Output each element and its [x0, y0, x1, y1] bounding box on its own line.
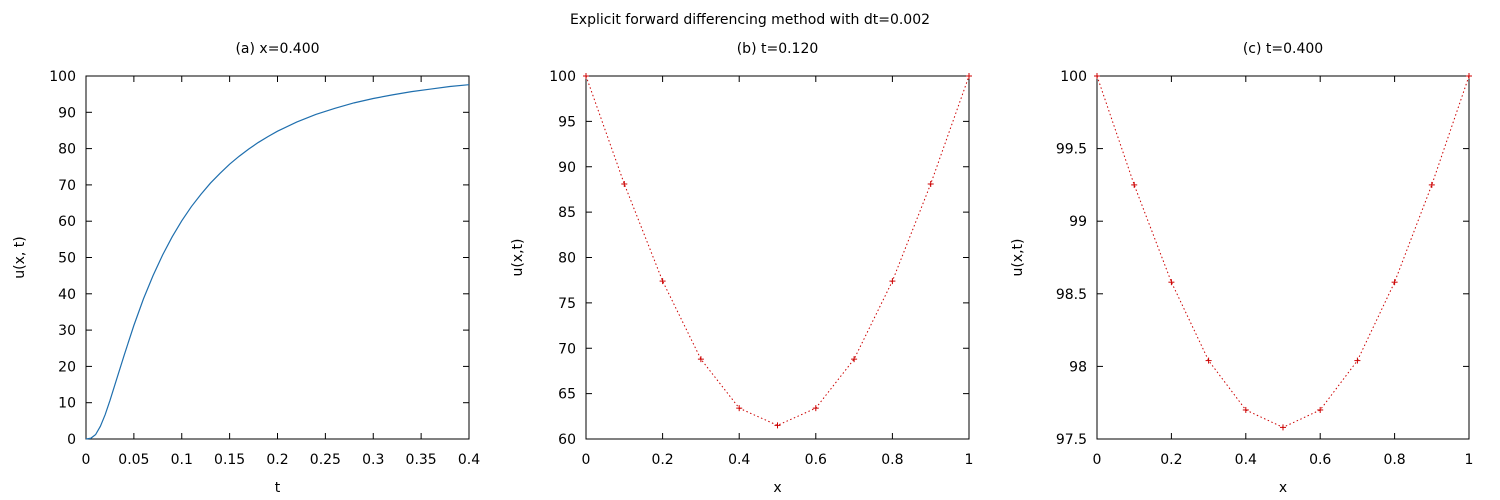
y-tick-label: 20: [58, 359, 76, 375]
x-tick-label: 0.35: [406, 452, 437, 468]
y-tick-label: 100: [49, 69, 76, 85]
x-tick-label: 0.8: [1383, 452, 1405, 468]
x-axis-label: t: [275, 480, 281, 496]
panels: (a) x=0.400 0 0.05 0.1 0.15 0.2 0.25 0.3 0.35 0.4…: [12, 41, 1473, 496]
data-point: [774, 422, 781, 429]
y-tick-label: 70: [58, 178, 76, 194]
y-tick-label: 90: [558, 160, 576, 176]
x-tick-label: 0.2: [651, 452, 673, 468]
y-tick-label: 99: [1069, 214, 1087, 230]
y-tick-label: 65: [558, 387, 576, 403]
data-point: [1168, 279, 1175, 286]
data-point: [851, 356, 858, 363]
y-tick-label: 90: [58, 105, 76, 121]
x-tick-label: 0.1: [171, 452, 193, 468]
series-line: [1096, 75, 1470, 428]
x-tick-label: 1: [1465, 452, 1474, 468]
data-point: [1466, 73, 1472, 79]
chart-panel-a: (a) x=0.400 0 0.05 0.1 0.15 0.2 0.25 0.3 0.35 0.4…: [12, 41, 480, 496]
x-tick-label: 0: [582, 452, 591, 468]
chart-title: (c) t=0.400: [1243, 41, 1323, 57]
y-tick-label: 60: [558, 432, 576, 448]
y-tick-label: 60: [58, 214, 76, 230]
x-tick-label: 0.3: [362, 452, 384, 468]
x-tick-label: 0.4: [1235, 452, 1257, 468]
y-axis-label: u(x,t): [510, 238, 526, 276]
data-point: [621, 180, 628, 187]
data-point: [966, 73, 972, 79]
x-tick-label: 0: [1093, 452, 1102, 468]
data-point: [1280, 424, 1286, 431]
data-point: [697, 356, 704, 363]
data-point: [1094, 73, 1100, 79]
figure-title: Explicit forward differencing method wit…: [570, 12, 930, 28]
y-tick-label: 98.5: [1056, 287, 1087, 303]
data-point: [583, 73, 589, 79]
data-point: [1242, 406, 1249, 413]
y-tick-label: 98: [1069, 359, 1087, 375]
x-tick-label: 0.6: [805, 452, 827, 468]
x-tick-label: 0: [82, 452, 91, 468]
data-point: [1391, 279, 1398, 286]
series-line: [85, 84, 470, 440]
y-tick-label: 50: [58, 251, 76, 267]
data-point: [1131, 181, 1138, 188]
x-tick-label: 0.25: [310, 452, 341, 468]
data-point: [927, 180, 934, 187]
data-point: [1428, 181, 1435, 188]
data-point: [736, 405, 743, 412]
data-point: [1354, 357, 1361, 364]
y-tick-label: 95: [558, 114, 576, 130]
x-tick-label: 0.2: [1160, 452, 1182, 468]
x-axis-label: x: [1279, 480, 1287, 496]
chart-panel-b: (b) t=0.120 0 0.2 0.4 0.6 0.8 1 60 65 70 75 80 85 90 9…: [510, 41, 973, 496]
plot-frame: [585, 75, 970, 440]
y-tick-label: 30: [58, 323, 76, 339]
data-point: [889, 278, 896, 285]
y-tick-label: 10: [58, 396, 76, 412]
y-tick-label: 0: [67, 432, 76, 448]
plot-frame: [1096, 75, 1470, 440]
x-tick-label: 0.05: [118, 452, 149, 468]
x-tick-label: 0.4: [728, 452, 750, 468]
chart-title: (a) x=0.400: [235, 41, 319, 57]
chart-title: (b) t=0.120: [737, 41, 819, 57]
y-axis-label: u(x,t): [1010, 238, 1026, 276]
y-tick-label: 70: [558, 341, 576, 357]
x-tick-label: 0.4: [458, 452, 480, 468]
data-point: [812, 405, 819, 412]
series-line: [585, 75, 970, 426]
y-tick-label: 80: [558, 251, 576, 267]
chart-panel-c: (c) t=0.400 0 0.2 0.4 0.6 0.8 1 97.5 98 98.5 99 99.…: [1010, 41, 1473, 496]
x-tick-label: 0.8: [881, 452, 903, 468]
y-tick-label: 75: [558, 296, 576, 312]
y-tick-label: 100: [1060, 69, 1087, 85]
plot-frame: [85, 75, 470, 440]
y-axis-label: u(x, t): [12, 236, 28, 278]
x-axis-label: x: [773, 480, 781, 496]
y-tick-label: 85: [558, 205, 576, 221]
x-tick-label: 0.15: [214, 452, 245, 468]
x-tick-label: 0.6: [1309, 452, 1331, 468]
x-tick-label: 1: [965, 452, 974, 468]
y-tick-label: 80: [58, 142, 76, 158]
y-tick-label: 99.5: [1056, 142, 1087, 158]
y-tick-label: 100: [549, 69, 576, 85]
data-point: [1317, 406, 1324, 413]
y-tick-label: 97.5: [1056, 432, 1087, 448]
data-point: [1205, 357, 1212, 364]
data-point: [659, 278, 666, 285]
x-tick-label: 0.2: [266, 452, 288, 468]
y-tick-label: 40: [58, 287, 76, 303]
